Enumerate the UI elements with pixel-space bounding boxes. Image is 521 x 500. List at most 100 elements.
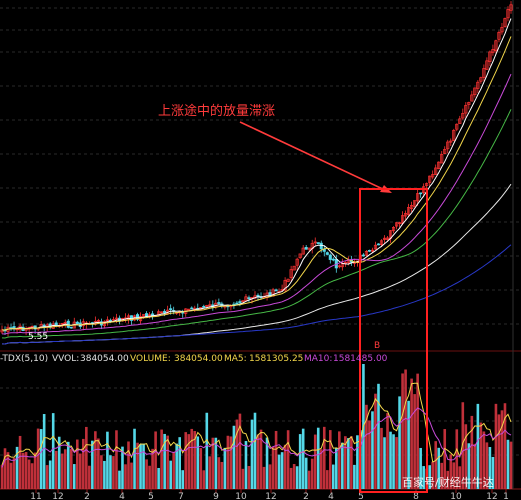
candle-body bbox=[160, 311, 164, 314]
volume-bar bbox=[91, 440, 94, 489]
volume-bar bbox=[121, 446, 124, 489]
volume-bar bbox=[416, 373, 419, 489]
volume-bar bbox=[145, 459, 148, 489]
candle-body bbox=[289, 269, 293, 279]
candle-body bbox=[428, 175, 432, 183]
volume-bar bbox=[344, 436, 347, 489]
volume-bar bbox=[497, 414, 501, 489]
volume-bar bbox=[500, 410, 504, 489]
volume-bar bbox=[368, 420, 371, 489]
volume-bar bbox=[127, 441, 130, 489]
candle-body bbox=[367, 249, 371, 252]
volume-bar bbox=[455, 429, 459, 489]
candle-body bbox=[470, 94, 474, 102]
volume-bar bbox=[392, 434, 395, 489]
volume-bar bbox=[443, 429, 447, 489]
volume-bar bbox=[446, 470, 450, 489]
volume-bar bbox=[169, 460, 172, 489]
volume-bar bbox=[241, 468, 245, 489]
volume-value: 384054.00 bbox=[174, 354, 223, 364]
candle-body bbox=[404, 213, 408, 217]
volume-bar bbox=[232, 425, 236, 489]
candle-body bbox=[316, 242, 320, 245]
volume-bar bbox=[51, 413, 55, 489]
indicator-name: -TDX(5,10) bbox=[0, 354, 48, 364]
candle-body bbox=[395, 222, 399, 227]
volume-bar bbox=[356, 435, 359, 489]
volume-bar bbox=[437, 447, 441, 489]
volume-bar bbox=[509, 441, 513, 489]
volume-bar bbox=[404, 369, 407, 489]
ma5-value: 1581305.25 bbox=[249, 354, 303, 364]
candle-body bbox=[298, 253, 302, 259]
volume-bar bbox=[223, 447, 227, 489]
volume-bar bbox=[88, 465, 91, 489]
candle-body bbox=[208, 304, 212, 307]
candle-body bbox=[313, 241, 317, 244]
volume-bar bbox=[304, 457, 308, 489]
candle-body bbox=[142, 314, 146, 317]
volume-bar bbox=[347, 438, 350, 489]
candle-body bbox=[169, 308, 173, 310]
candle-body bbox=[488, 51, 492, 62]
x-tick-label: 1 bbox=[503, 492, 509, 500]
volume-bar bbox=[133, 428, 136, 489]
candle-body bbox=[506, 9, 510, 19]
candle-body bbox=[416, 193, 420, 202]
volume-bar bbox=[350, 436, 353, 489]
volume-bar bbox=[470, 415, 474, 489]
volume-bar bbox=[178, 437, 181, 489]
volume-bar bbox=[298, 434, 302, 489]
candle-body bbox=[126, 315, 131, 320]
volume-bar bbox=[458, 466, 462, 489]
candle-body bbox=[476, 81, 480, 89]
volume-bar bbox=[289, 467, 293, 489]
volume-bar bbox=[238, 413, 242, 489]
x-tick-label: 12 bbox=[486, 492, 497, 500]
volume-bar bbox=[66, 441, 70, 489]
volume-bar bbox=[256, 434, 260, 489]
volume-bar bbox=[69, 449, 73, 489]
indicator-bar: -TDX(5,10) VVOL: 384054.00 VOLUME: 38405… bbox=[0, 354, 388, 364]
x-tick-label: 8 bbox=[413, 492, 419, 500]
candle-body bbox=[238, 301, 242, 303]
volume-bar bbox=[94, 431, 97, 489]
candle-body bbox=[96, 320, 100, 322]
volume-label: VOLUME: bbox=[130, 354, 171, 364]
volume-bar bbox=[419, 447, 422, 489]
volume-bar bbox=[0, 464, 4, 489]
candle-body bbox=[443, 149, 447, 154]
volume-bar bbox=[154, 431, 157, 489]
candle-body bbox=[283, 280, 287, 291]
volume-bar bbox=[166, 435, 169, 489]
candle-body bbox=[202, 306, 206, 308]
volume-bar bbox=[398, 396, 401, 489]
volume-bar bbox=[229, 436, 233, 489]
candle-body bbox=[449, 140, 453, 143]
candle-body bbox=[391, 227, 396, 232]
volume-bar bbox=[389, 431, 392, 489]
volume-bar bbox=[109, 455, 112, 489]
vvol-value: 384054.00 bbox=[80, 354, 129, 364]
x-tick-label: 9 bbox=[213, 492, 219, 500]
volume-bar bbox=[253, 412, 257, 489]
volume-bar bbox=[259, 429, 263, 489]
volume-bar bbox=[184, 432, 188, 489]
candle-body bbox=[187, 308, 191, 311]
volume-bar bbox=[211, 437, 215, 489]
volume-bar bbox=[283, 444, 287, 489]
annotation-arrow bbox=[239, 121, 386, 191]
x-tick-label: 10 bbox=[450, 492, 462, 500]
volume-bar bbox=[452, 462, 456, 489]
candle-body bbox=[307, 247, 311, 250]
volume-bar bbox=[112, 456, 115, 489]
candle-body bbox=[379, 240, 384, 245]
candle-body bbox=[301, 247, 305, 255]
volume-bar bbox=[130, 462, 133, 489]
volume-bar bbox=[72, 464, 76, 489]
volume-bar bbox=[319, 449, 323, 489]
volume-bar bbox=[482, 431, 486, 489]
candle-body bbox=[494, 40, 498, 52]
x-tick-label: 10 bbox=[235, 492, 247, 500]
